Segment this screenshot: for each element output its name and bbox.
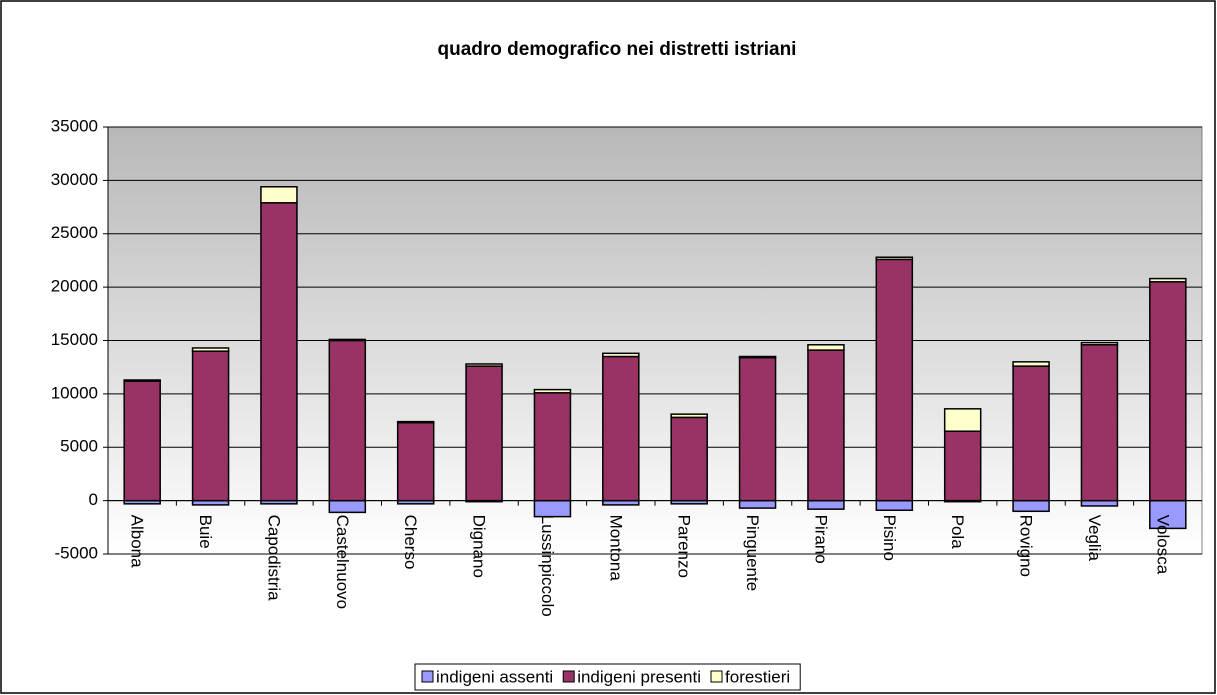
x-tick-label: Rovigno	[1017, 515, 1036, 577]
y-tick-label: 0	[89, 490, 98, 509]
y-tick-label: 30000	[51, 170, 98, 189]
bar-segment	[123, 380, 161, 502]
bar-segment	[875, 499, 914, 511]
y-tick-label: -5000	[55, 543, 98, 562]
x-tick-label: Veglia	[1085, 515, 1104, 562]
legend-label: forestieri	[725, 667, 790, 686]
bar-segment	[807, 349, 845, 502]
bar-segment	[738, 355, 777, 359]
bar-segment	[328, 499, 367, 514]
x-tick-label: Dignano	[470, 515, 489, 578]
bar-segment	[533, 388, 572, 394]
legend-box	[414, 663, 801, 691]
x-tick-label: Albona	[128, 515, 147, 568]
bar-segment	[875, 258, 914, 502]
bar-segment	[465, 365, 503, 502]
y-tick-label: 5000	[60, 437, 98, 456]
bar-segment	[602, 352, 640, 358]
bar-segment	[1012, 361, 1050, 367]
bar-segment	[602, 355, 640, 502]
bar-segment	[943, 430, 982, 502]
bar-segment	[875, 256, 914, 261]
y-tick-label: 25000	[51, 223, 98, 242]
y-tick-label: 35000	[51, 116, 98, 135]
bar-segment	[1149, 281, 1187, 502]
bar-segment	[396, 421, 435, 502]
bar-segment	[1080, 341, 1119, 346]
y-tick-label: 20000	[51, 277, 98, 296]
bar-segment	[123, 379, 161, 382]
legend-label: indigeni assenti	[436, 667, 553, 686]
legend-swatch	[710, 670, 723, 683]
chart-title: quadro demografico nei distretti istrian…	[438, 39, 797, 60]
bar-segment	[738, 499, 777, 509]
x-tick-label: Buie	[196, 515, 215, 549]
bar-segment	[670, 416, 708, 502]
bar-segment	[670, 413, 708, 419]
bar-segment	[396, 420, 435, 424]
x-tick-label: Pirano	[811, 515, 830, 564]
x-tick-label: Capodistria	[264, 515, 283, 602]
bar-segment	[328, 338, 367, 342]
bar-segment	[738, 356, 777, 502]
bar-segment	[191, 347, 230, 352]
x-tick-label: Pola	[948, 515, 967, 550]
y-tick-label: 10000	[51, 383, 98, 402]
bar-segment	[328, 339, 367, 502]
legend-swatch	[562, 670, 575, 683]
bar-segment	[943, 408, 982, 432]
x-tick-label: Montona	[606, 515, 625, 582]
bar-segment	[465, 363, 503, 367]
bar-segment	[260, 186, 298, 204]
x-tick-label: Volosca	[1153, 515, 1172, 575]
legend-label: indigeni presenti	[577, 667, 701, 686]
x-tick-label: Cherso	[401, 515, 420, 570]
bar-segment	[1080, 344, 1119, 502]
bar-segment	[260, 202, 298, 502]
bar-segment	[191, 350, 230, 502]
bar-segment	[533, 392, 572, 502]
x-tick-label: Castelnuovo	[333, 515, 352, 610]
bar-segment	[1149, 277, 1187, 283]
bar-segment	[1149, 499, 1187, 530]
bar-segment	[1080, 499, 1119, 507]
x-tick-label: Parenzo	[675, 515, 694, 578]
bar-segment	[1012, 365, 1050, 502]
bar-segment	[807, 499, 845, 510]
y-tick-label: 15000	[51, 330, 98, 349]
bar-segment	[1012, 499, 1050, 513]
legend-swatch	[421, 670, 434, 683]
x-tick-label: Pinguente	[743, 515, 762, 592]
x-tick-label: Pisino	[880, 515, 899, 561]
x-tick-label: Lussinpiccolo	[538, 515, 557, 617]
bar-segment	[807, 344, 845, 351]
